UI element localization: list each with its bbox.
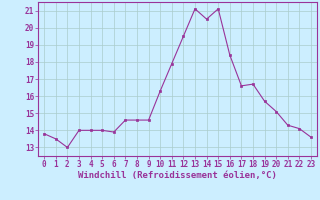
X-axis label: Windchill (Refroidissement éolien,°C): Windchill (Refroidissement éolien,°C)	[78, 171, 277, 180]
